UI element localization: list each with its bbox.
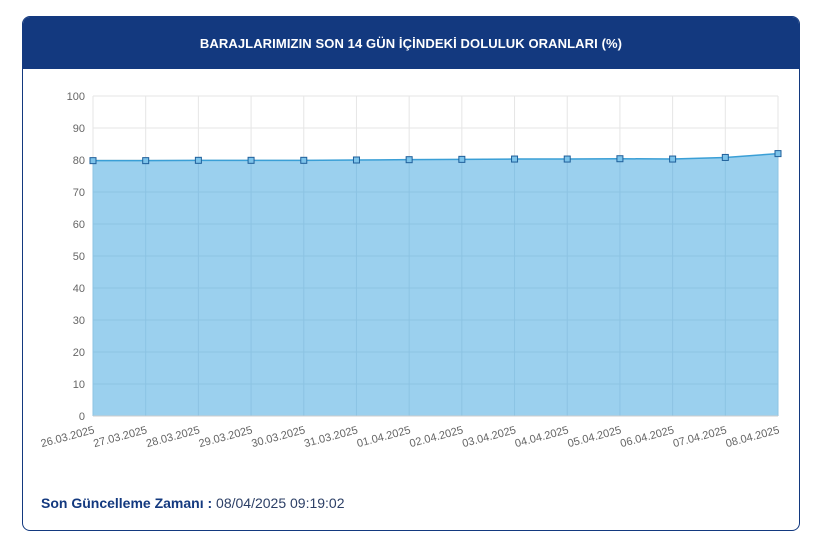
series-area (93, 153, 778, 416)
data-point (194, 156, 202, 164)
last-update-value: 08/04/2025 09:19:02 (216, 495, 345, 511)
data-point (300, 156, 308, 164)
data-point (405, 156, 413, 164)
x-tick-label: 31.03.2025 (303, 424, 359, 450)
chart-area: 0 10 20 30 40 50 60 70 80 90 100 26.03.2025 27.03.20… (23, 69, 799, 469)
data-point (352, 156, 360, 164)
x-tick-label: 03.04.2025 (461, 424, 517, 450)
x-tick-label: 28.03.2025 (145, 424, 201, 450)
x-tick-label: 05.04.2025 (566, 424, 622, 450)
data-point (774, 150, 782, 158)
data-point (89, 157, 97, 165)
x-tick-label: 04.04.2025 (514, 424, 570, 450)
data-point (616, 155, 624, 163)
x-tick-label: 07.04.2025 (672, 424, 728, 450)
data-point (669, 155, 677, 163)
y-tick-label: 20 (73, 347, 85, 359)
last-update-label: Son Güncelleme Zamanı : (41, 495, 213, 511)
occupancy-chart: 0 10 20 30 40 50 60 70 80 90 100 26.03.202527.03.20… (39, 91, 782, 450)
y-tick-label: 70 (73, 187, 85, 199)
data-point (458, 155, 466, 163)
x-tick-label: 02.04.2025 (408, 424, 464, 450)
y-tick-label: 10 (73, 379, 85, 391)
y-tick-label: 100 (67, 91, 85, 103)
y-tick-label: 50 (73, 251, 85, 263)
chart-title: BARAJLARIMIZIN SON 14 GÜN İÇİNDEKİ DOLUL… (199, 35, 623, 51)
series-line (93, 152, 779, 162)
data-point (721, 153, 729, 161)
x-tick-label: 30.03.2025 (250, 424, 306, 450)
y-tick-label: 30 (73, 315, 85, 327)
dam-occupancy-card: BARAJLARIMIZIN SON 14 GÜN İÇİNDEKİ DOLUL… (22, 16, 800, 531)
x-tick-label: 08.04.2025 (724, 424, 780, 450)
y-tick-label: 90 (73, 123, 85, 135)
x-tick-label: 27.03.2025 (92, 424, 148, 450)
last-update: Son Güncelleme Zamanı : 08/04/2025 09:19… (41, 495, 345, 511)
y-tick-label: 60 (73, 219, 85, 231)
data-point (511, 155, 519, 163)
x-tick-label: 26.03.2025 (39, 424, 95, 450)
data-point (142, 157, 150, 165)
y-tick-label: 80 (73, 155, 85, 167)
data-point (563, 155, 571, 163)
x-tick-label: 06.04.2025 (619, 424, 675, 450)
x-tick-label: 29.03.2025 (198, 424, 254, 450)
y-tick-label: 0 (79, 411, 85, 423)
data-point (247, 156, 255, 164)
card-header: BARAJLARIMIZIN SON 14 GÜN İÇİNDEKİ DOLUL… (23, 17, 799, 69)
y-tick-label: 40 (73, 283, 85, 295)
x-tick-label: 01.04.2025 (356, 424, 412, 450)
